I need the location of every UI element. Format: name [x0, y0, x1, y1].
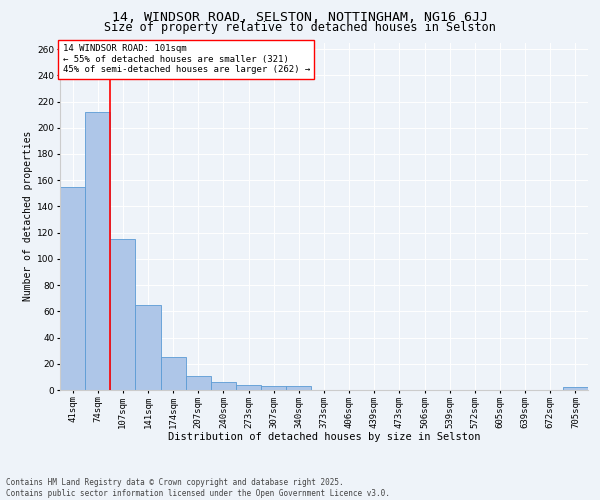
Text: 14, WINDSOR ROAD, SELSTON, NOTTINGHAM, NG16 6JJ: 14, WINDSOR ROAD, SELSTON, NOTTINGHAM, N…	[112, 11, 488, 24]
Bar	[286, 386, 311, 390]
Bar	[211, 382, 236, 390]
Bar	[110, 239, 136, 390]
Bar	[136, 305, 161, 390]
Bar	[236, 385, 261, 390]
Text: 14 WINDSOR ROAD: 101sqm
← 55% of detached houses are smaller (321)
45% of semi-d: 14 WINDSOR ROAD: 101sqm ← 55% of detache…	[62, 44, 310, 74]
X-axis label: Distribution of detached houses by size in Selston: Distribution of detached houses by size …	[168, 432, 480, 442]
Bar	[161, 357, 186, 390]
Bar	[85, 112, 110, 390]
Text: Contains HM Land Registry data © Crown copyright and database right 2025.
Contai: Contains HM Land Registry data © Crown c…	[6, 478, 390, 498]
Y-axis label: Number of detached properties: Number of detached properties	[23, 131, 33, 302]
Bar	[563, 388, 588, 390]
Bar	[186, 376, 211, 390]
Bar	[60, 186, 85, 390]
Text: Size of property relative to detached houses in Selston: Size of property relative to detached ho…	[104, 21, 496, 34]
Bar	[261, 386, 286, 390]
